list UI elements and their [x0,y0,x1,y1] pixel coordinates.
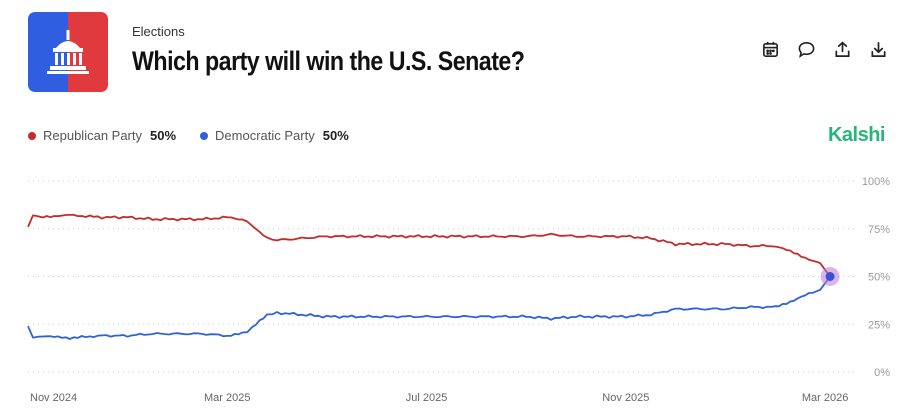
page-title: Which party will win the U.S. Senate? [132,46,525,76]
current-value-marker [825,272,835,281]
legend-item-democratic[interactable]: Democratic Party 50% [200,128,349,143]
comment-icon[interactable] [797,40,816,59]
legend-item-republican[interactable]: Republican Party 50% [28,128,176,143]
y-tick-label: 0% [874,367,890,379]
legend-label: Republican Party [43,128,142,143]
x-tick-label: Mar 2025 [204,392,250,404]
democratic-dot [200,131,209,140]
market-header: Elections Which party will win the U.S. … [28,12,888,92]
x-tick-label: Mar 2026 [802,392,848,404]
chart-legend: Republican Party 50% Democratic Party 50… [28,128,373,143]
legend-value: 50% [322,128,349,143]
calendar-icon[interactable] [761,40,780,59]
capitol-logo-icon [28,12,108,92]
y-tick-label: 75% [868,224,890,236]
x-tick-label: Nov 2024 [30,392,77,404]
legend-value: 50% [150,128,177,143]
kalshi-logo[interactable]: Kalshi [827,124,886,146]
share-icon[interactable] [833,40,852,59]
series-line-republican [27,213,831,278]
x-tick-label: Jul 2025 [406,392,448,404]
y-tick-label: 25% [868,319,890,331]
legend-label: Democratic Party [215,128,315,143]
x-tick-label: Nov 2025 [602,392,649,404]
download-icon[interactable] [869,40,888,59]
series-line-democratic [27,275,831,340]
action-toolbar [761,40,888,59]
y-tick-label: 100% [862,176,890,188]
category-label[interactable]: Elections [132,24,185,39]
y-tick-label: 50% [868,272,890,284]
republican-dot [28,131,36,140]
